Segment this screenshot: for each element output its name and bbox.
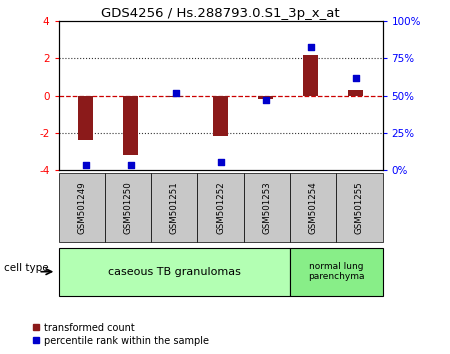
- Title: GDS4256 / Hs.288793.0.S1_3p_x_at: GDS4256 / Hs.288793.0.S1_3p_x_at: [101, 7, 340, 20]
- Bar: [77, 96, 94, 140]
- Bar: [212, 96, 228, 136]
- Text: normal lung
parenchyma: normal lung parenchyma: [308, 262, 364, 281]
- Text: GSM501250: GSM501250: [123, 182, 132, 234]
- Point: [307, 44, 314, 49]
- Text: GSM501255: GSM501255: [355, 182, 364, 234]
- Text: caseous TB granulomas: caseous TB granulomas: [108, 267, 241, 277]
- Point: [172, 90, 179, 96]
- Text: GSM501251: GSM501251: [170, 182, 179, 234]
- Point: [352, 75, 359, 81]
- Point: [262, 97, 269, 103]
- Bar: [347, 90, 364, 96]
- Point: [127, 162, 134, 168]
- Bar: [167, 96, 184, 97]
- Point: [217, 160, 224, 165]
- Legend: transformed count, percentile rank within the sample: transformed count, percentile rank withi…: [32, 323, 208, 346]
- Text: GSM501249: GSM501249: [77, 182, 86, 234]
- Point: [82, 162, 89, 168]
- Bar: [122, 96, 139, 155]
- Text: cell type: cell type: [4, 263, 49, 273]
- Bar: [257, 96, 274, 99]
- Text: GSM501252: GSM501252: [216, 182, 225, 234]
- Text: GSM501254: GSM501254: [309, 182, 318, 234]
- Text: GSM501253: GSM501253: [262, 182, 271, 234]
- Bar: [302, 55, 319, 96]
